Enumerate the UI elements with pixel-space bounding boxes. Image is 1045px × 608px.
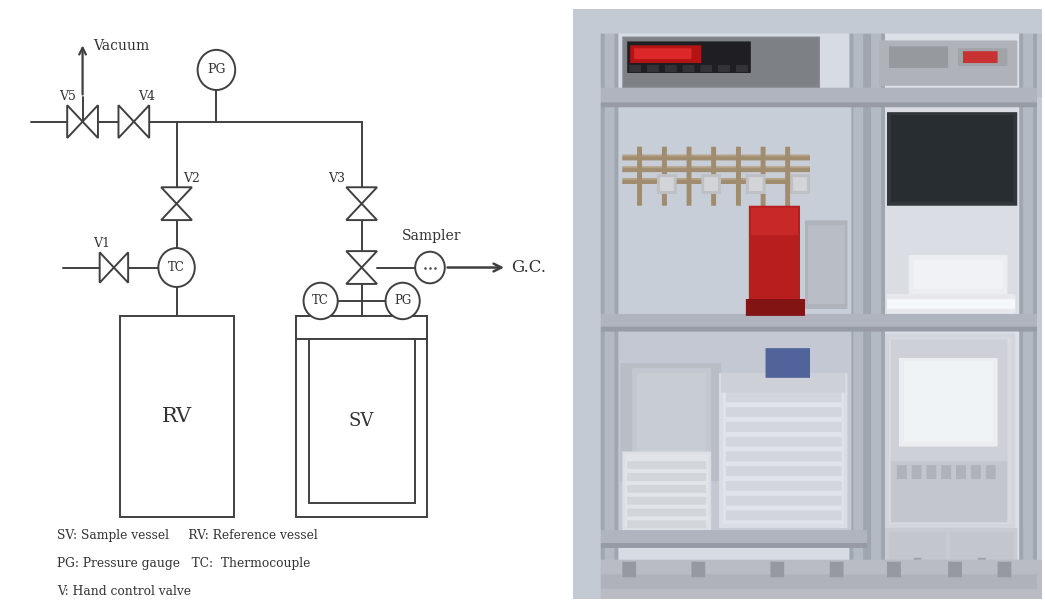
- Circle shape: [386, 283, 420, 319]
- Circle shape: [198, 50, 235, 90]
- Bar: [296, 316, 427, 517]
- Polygon shape: [118, 105, 134, 138]
- Bar: [296, 316, 427, 339]
- Text: PG: PG: [394, 294, 412, 308]
- Polygon shape: [346, 204, 377, 220]
- Polygon shape: [161, 187, 192, 204]
- Text: Sampler: Sampler: [401, 229, 461, 243]
- Polygon shape: [346, 251, 377, 268]
- Text: V4: V4: [138, 91, 156, 103]
- Text: V5: V5: [59, 91, 75, 103]
- Text: V2: V2: [183, 173, 201, 185]
- Text: SV: Sample vessel     RV: Reference vessel: SV: Sample vessel RV: Reference vessel: [57, 529, 318, 542]
- Bar: [308, 339, 415, 503]
- Circle shape: [415, 252, 445, 283]
- Text: PG: PG: [207, 63, 226, 77]
- Polygon shape: [346, 268, 377, 284]
- Bar: [119, 316, 233, 517]
- Polygon shape: [161, 204, 192, 220]
- Polygon shape: [134, 105, 149, 138]
- Text: Vacuum: Vacuum: [93, 38, 149, 53]
- Text: G.C.: G.C.: [511, 259, 545, 276]
- Text: V3: V3: [328, 173, 346, 185]
- Polygon shape: [83, 105, 98, 138]
- Text: TC: TC: [312, 294, 329, 308]
- Text: V: Hand control valve: V: Hand control valve: [57, 585, 191, 598]
- Text: PG: Pressure gauge   TC:  Thermocouple: PG: Pressure gauge TC: Thermocouple: [57, 557, 310, 570]
- Text: V1: V1: [93, 238, 110, 250]
- Text: TC: TC: [168, 261, 185, 274]
- Polygon shape: [99, 252, 114, 283]
- Text: SV: SV: [349, 412, 374, 430]
- Text: RV: RV: [162, 407, 191, 426]
- Circle shape: [303, 283, 338, 319]
- Circle shape: [159, 248, 194, 287]
- Polygon shape: [114, 252, 129, 283]
- Polygon shape: [346, 187, 377, 204]
- Polygon shape: [67, 105, 83, 138]
